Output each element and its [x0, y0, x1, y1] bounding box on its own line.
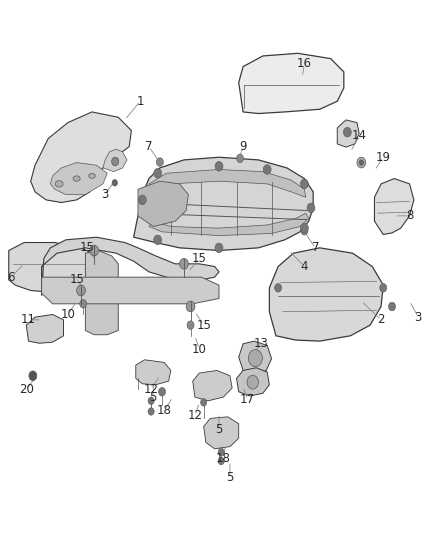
Circle shape	[275, 284, 282, 292]
Polygon shape	[136, 360, 171, 385]
Circle shape	[112, 180, 117, 186]
Circle shape	[247, 375, 258, 389]
Polygon shape	[269, 248, 383, 341]
Circle shape	[380, 284, 387, 292]
Circle shape	[218, 457, 224, 465]
Text: 7: 7	[145, 140, 153, 153]
Polygon shape	[26, 314, 64, 343]
Polygon shape	[42, 237, 219, 296]
Text: 5: 5	[150, 391, 157, 403]
Text: 6: 6	[7, 271, 15, 284]
Circle shape	[248, 350, 262, 367]
Text: 7: 7	[311, 241, 319, 254]
Circle shape	[154, 235, 162, 245]
Circle shape	[90, 245, 99, 256]
Polygon shape	[149, 213, 309, 236]
Polygon shape	[50, 163, 107, 195]
Polygon shape	[374, 179, 414, 235]
Circle shape	[154, 168, 162, 178]
Polygon shape	[193, 370, 232, 401]
Circle shape	[148, 408, 154, 415]
Text: 2: 2	[377, 313, 385, 326]
Polygon shape	[239, 53, 344, 114]
Circle shape	[307, 203, 315, 213]
Text: 5: 5	[215, 423, 223, 435]
Polygon shape	[31, 112, 131, 203]
Circle shape	[112, 157, 119, 166]
Circle shape	[215, 243, 223, 253]
Text: 15: 15	[69, 273, 84, 286]
Ellipse shape	[55, 181, 63, 187]
Circle shape	[300, 179, 308, 189]
Circle shape	[301, 227, 308, 235]
Polygon shape	[149, 169, 306, 197]
Circle shape	[159, 387, 166, 396]
Text: 15: 15	[80, 241, 95, 254]
Text: 19: 19	[376, 151, 391, 164]
Text: 16: 16	[297, 58, 312, 70]
Circle shape	[138, 195, 146, 205]
Polygon shape	[138, 181, 188, 227]
Text: 4: 4	[300, 260, 308, 273]
Circle shape	[156, 158, 163, 166]
Text: 17: 17	[240, 393, 255, 406]
Circle shape	[300, 223, 308, 233]
Text: 15: 15	[196, 319, 211, 332]
Text: 12: 12	[187, 409, 202, 422]
Circle shape	[80, 300, 87, 308]
Circle shape	[389, 302, 396, 311]
Circle shape	[77, 285, 85, 296]
Text: 20: 20	[19, 383, 34, 395]
Text: 10: 10	[192, 343, 207, 356]
Ellipse shape	[88, 173, 95, 178]
Polygon shape	[103, 149, 127, 172]
Circle shape	[187, 321, 194, 329]
Text: 10: 10	[60, 308, 75, 321]
Polygon shape	[204, 417, 239, 449]
Text: 14: 14	[352, 130, 367, 142]
Text: 13: 13	[253, 337, 268, 350]
Text: 9: 9	[239, 140, 247, 153]
Text: 18: 18	[216, 452, 231, 465]
Circle shape	[215, 161, 223, 171]
Circle shape	[218, 448, 224, 456]
Polygon shape	[134, 157, 313, 251]
Text: 3: 3	[415, 311, 422, 324]
Text: 11: 11	[21, 313, 36, 326]
Circle shape	[201, 399, 207, 406]
Polygon shape	[237, 368, 269, 396]
Circle shape	[359, 160, 364, 165]
Text: 8: 8	[406, 209, 413, 222]
Circle shape	[180, 259, 188, 269]
Polygon shape	[239, 341, 272, 374]
Ellipse shape	[73, 176, 80, 181]
Circle shape	[186, 301, 195, 312]
Text: 1: 1	[136, 95, 144, 108]
Text: 5: 5	[226, 471, 233, 483]
Text: 12: 12	[144, 383, 159, 395]
Text: 3: 3	[102, 188, 109, 201]
Text: 18: 18	[157, 404, 172, 417]
Polygon shape	[85, 251, 118, 335]
Polygon shape	[9, 243, 116, 293]
Text: 15: 15	[192, 252, 207, 265]
Polygon shape	[42, 277, 219, 304]
Circle shape	[343, 127, 351, 137]
Circle shape	[357, 157, 366, 168]
Circle shape	[29, 371, 37, 381]
Circle shape	[263, 165, 271, 174]
Polygon shape	[337, 120, 359, 147]
Circle shape	[237, 154, 244, 163]
Circle shape	[148, 397, 154, 405]
